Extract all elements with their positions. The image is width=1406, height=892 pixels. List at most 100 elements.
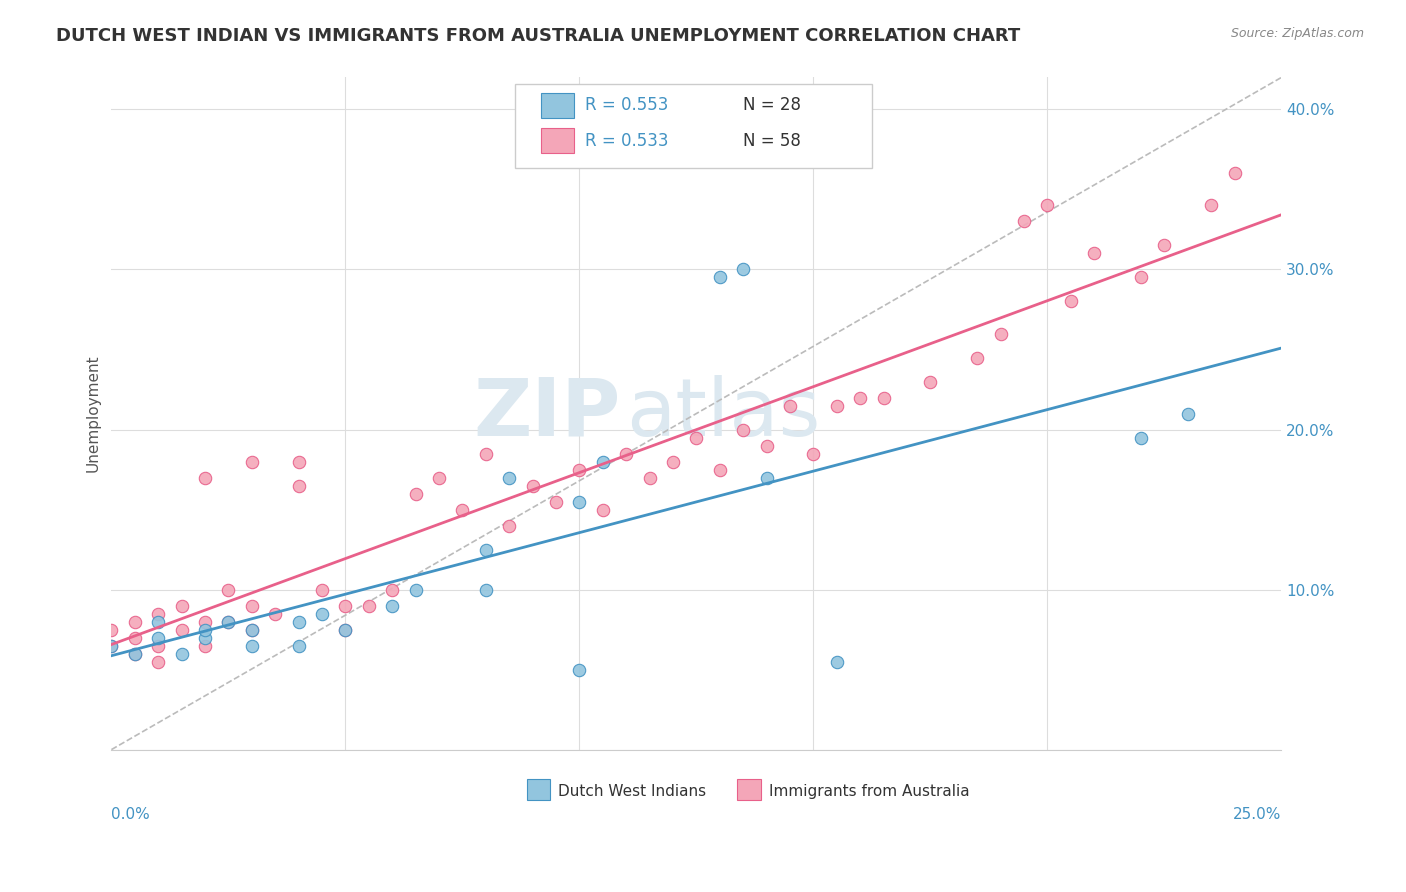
Text: N = 28: N = 28	[744, 96, 801, 114]
Point	[240, 639, 263, 653]
Text: atlas: atlas	[626, 375, 821, 452]
Point	[568, 663, 591, 677]
Text: Immigrants from Australia: Immigrants from Australia	[769, 784, 970, 798]
Point	[1036, 198, 1059, 212]
Point	[240, 623, 263, 637]
Point	[522, 478, 544, 492]
Point	[148, 615, 170, 629]
Point	[614, 446, 637, 460]
Point	[170, 647, 193, 661]
Point	[544, 494, 567, 508]
Text: R = 0.553: R = 0.553	[585, 96, 669, 114]
Point	[217, 615, 239, 629]
Point	[335, 623, 357, 637]
Point	[287, 615, 309, 629]
Point	[475, 582, 498, 597]
Point	[755, 438, 778, 452]
Point	[148, 607, 170, 621]
Point	[287, 639, 309, 653]
Point	[170, 599, 193, 613]
Point	[148, 655, 170, 669]
FancyBboxPatch shape	[541, 128, 574, 153]
Point	[779, 399, 801, 413]
Point	[194, 623, 217, 637]
Point	[568, 462, 591, 476]
Point	[1060, 294, 1083, 309]
Point	[709, 462, 731, 476]
Point	[405, 486, 427, 500]
Point	[1012, 214, 1035, 228]
Point	[100, 639, 122, 653]
Point	[335, 623, 357, 637]
Point	[287, 454, 309, 468]
Point	[849, 391, 872, 405]
Point	[475, 542, 498, 557]
Point	[124, 647, 146, 661]
FancyBboxPatch shape	[515, 84, 872, 169]
Point	[709, 270, 731, 285]
Text: N = 58: N = 58	[744, 132, 801, 150]
Point	[381, 599, 404, 613]
Point	[240, 599, 263, 613]
Point	[148, 631, 170, 645]
Text: Source: ZipAtlas.com: Source: ZipAtlas.com	[1230, 27, 1364, 40]
Text: 25.0%: 25.0%	[1233, 807, 1281, 822]
Point	[755, 470, 778, 484]
Point	[194, 470, 217, 484]
Point	[825, 655, 848, 669]
Point	[100, 623, 122, 637]
Point	[335, 599, 357, 613]
Point	[451, 502, 474, 516]
Text: 0.0%: 0.0%	[111, 807, 150, 822]
Point	[124, 615, 146, 629]
Point	[966, 351, 988, 365]
Point	[803, 446, 825, 460]
Point	[311, 607, 333, 621]
Point	[1199, 198, 1222, 212]
Point	[1177, 407, 1199, 421]
Point	[1130, 431, 1153, 445]
Text: ZIP: ZIP	[472, 375, 620, 452]
Point	[733, 423, 755, 437]
Point	[825, 399, 848, 413]
Point	[240, 454, 263, 468]
Point	[1083, 246, 1105, 260]
Point	[1130, 270, 1153, 285]
Text: R = 0.533: R = 0.533	[585, 132, 669, 150]
Point	[124, 631, 146, 645]
Point	[194, 639, 217, 653]
Point	[148, 639, 170, 653]
Point	[194, 615, 217, 629]
Point	[357, 599, 380, 613]
Point	[733, 262, 755, 277]
Point	[287, 478, 309, 492]
Point	[240, 623, 263, 637]
Point	[405, 582, 427, 597]
Point	[872, 391, 894, 405]
Point	[662, 454, 685, 468]
FancyBboxPatch shape	[541, 93, 574, 118]
Point	[217, 615, 239, 629]
Point	[170, 623, 193, 637]
Point	[475, 446, 498, 460]
Point	[194, 631, 217, 645]
Point	[1153, 238, 1175, 252]
FancyBboxPatch shape	[737, 779, 761, 800]
Point	[264, 607, 287, 621]
Point	[498, 470, 520, 484]
Point	[217, 582, 239, 597]
Point	[498, 518, 520, 533]
Text: DUTCH WEST INDIAN VS IMMIGRANTS FROM AUSTRALIA UNEMPLOYMENT CORRELATION CHART: DUTCH WEST INDIAN VS IMMIGRANTS FROM AUS…	[56, 27, 1021, 45]
Point	[124, 647, 146, 661]
Point	[427, 470, 450, 484]
Point	[311, 582, 333, 597]
Point	[592, 454, 614, 468]
Point	[592, 502, 614, 516]
Y-axis label: Unemployment: Unemployment	[86, 355, 100, 473]
Point	[100, 639, 122, 653]
Point	[920, 375, 942, 389]
Point	[381, 582, 404, 597]
FancyBboxPatch shape	[527, 779, 550, 800]
Text: Dutch West Indians: Dutch West Indians	[558, 784, 706, 798]
Point	[1223, 166, 1246, 180]
